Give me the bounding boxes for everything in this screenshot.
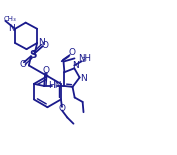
Text: CH₃: CH₃ [3,16,16,22]
Text: N: N [8,24,15,33]
Text: O: O [42,41,49,50]
Text: O: O [69,48,76,57]
Text: N: N [72,61,79,70]
Text: O: O [42,66,50,75]
Text: O: O [58,104,65,113]
Text: S: S [29,50,36,60]
Text: HN: HN [48,82,62,91]
Text: O: O [19,60,26,69]
Text: NH: NH [78,54,91,63]
Text: N: N [38,38,44,47]
Text: 2: 2 [82,57,86,63]
Text: N: N [80,74,87,83]
